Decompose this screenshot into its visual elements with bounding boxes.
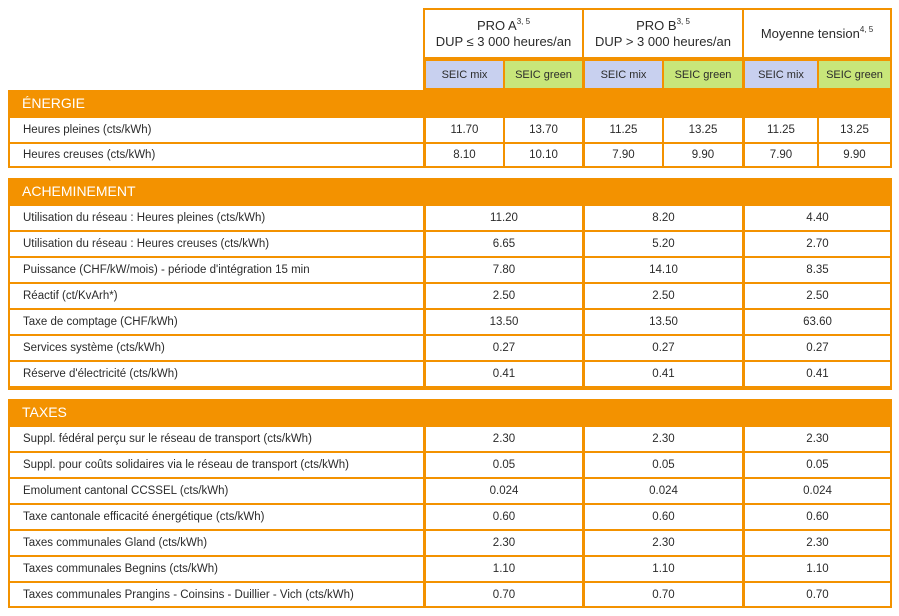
- mt-title: Moyenne tension: [760, 25, 860, 41]
- row-label-heures-creuses: Heures creuses (cts/kWh): [10, 144, 423, 166]
- value-cell: 11.25: [745, 118, 817, 142]
- value-cell: 13.70: [505, 118, 582, 142]
- row-label: Suppl. pour coûts solidaires via le rése…: [10, 453, 423, 477]
- row-label: Services système (cts/kWh): [10, 336, 423, 360]
- mt-footnote: 4, 5: [859, 24, 874, 34]
- row-label: Puissance (CHF/kW/mois) - période d'inté…: [10, 258, 423, 282]
- row-label: Utilisation du réseau : Heures creuses (…: [10, 232, 423, 256]
- value-cell: 0.024: [745, 479, 890, 503]
- value-cell: 9.90: [664, 144, 742, 166]
- row-label: Utilisation du réseau : Heures pleines (…: [10, 206, 423, 230]
- value-cell: 11.20: [426, 206, 582, 230]
- column-header-moyenne-tension: Moyenne tension4, 5: [742, 8, 892, 59]
- column-header-pro-b: PRO B3, 5 DUP > 3 000 heures/an: [582, 8, 744, 59]
- row-label: Taxe cantonale efficacité énergétique (c…: [10, 505, 423, 529]
- value-cell: 11.70: [426, 118, 503, 142]
- section-title-acheminement: ACHEMINEMENT: [22, 183, 136, 199]
- row-label-heures-pleines: Heures pleines (cts/kWh): [10, 118, 423, 142]
- row-label: Emolument cantonal CCSSEL (cts/kWh): [10, 479, 423, 503]
- value-cell: 0.41: [426, 362, 582, 386]
- value-cell: 0.05: [426, 453, 582, 477]
- subheader-mt-green: SEIC green: [819, 61, 890, 88]
- value-cell: 0.41: [585, 362, 742, 386]
- value-cell: 0.27: [426, 336, 582, 360]
- section-title-energie: ÉNERGIE: [22, 95, 86, 111]
- value-cell: 13.50: [585, 310, 742, 334]
- value-cell: 1.10: [745, 557, 890, 581]
- row-label: Réactif (ct/KvArh*): [10, 284, 423, 308]
- value-cell: 0.70: [426, 583, 582, 606]
- pro-a-subtitle: DUP ≤ 3 000 heures/an: [435, 33, 572, 49]
- value-cell: 6.65: [426, 232, 582, 256]
- value-cell: 7.80: [426, 258, 582, 282]
- value-cell: 2.50: [585, 284, 742, 308]
- value-cell: 0.70: [585, 583, 742, 606]
- value-cell: 5.20: [585, 232, 742, 256]
- value-cell: 11.25: [585, 118, 662, 142]
- subheader-pro-b-green: SEIC green: [664, 61, 742, 88]
- value-cell: 1.10: [585, 557, 742, 581]
- value-cell: 0.27: [745, 336, 890, 360]
- value-cell: 7.90: [745, 144, 817, 166]
- value-cell: 2.50: [745, 284, 890, 308]
- value-cell: 2.30: [585, 531, 742, 555]
- value-cell: 0.024: [585, 479, 742, 503]
- value-cell: 4.40: [745, 206, 890, 230]
- pro-b-subtitle: DUP > 3 000 heures/an: [595, 33, 731, 49]
- value-cell: 0.60: [426, 505, 582, 529]
- value-cell: 0.70: [745, 583, 890, 606]
- value-cell: 10.10: [505, 144, 582, 166]
- subheader-pro-a-green: SEIC green: [505, 61, 582, 88]
- value-cell: 9.90: [819, 144, 890, 166]
- value-cell: 2.70: [745, 232, 890, 256]
- subheader-mt-mix: SEIC mix: [745, 61, 817, 88]
- section-title-taxes: TAXES: [22, 404, 67, 420]
- row-label: Taxes communales Prangins - Coinsins - D…: [10, 583, 423, 606]
- pro-a-title: PRO A: [476, 17, 517, 33]
- value-cell: 2.30: [426, 531, 582, 555]
- value-cell: 2.30: [585, 427, 742, 451]
- value-cell: 13.25: [819, 118, 890, 142]
- value-cell: 0.60: [585, 505, 742, 529]
- value-cell: 2.50: [426, 284, 582, 308]
- value-cell: 2.30: [745, 427, 890, 451]
- row-label: Suppl. fédéral perçu sur le réseau de tr…: [10, 427, 423, 451]
- value-cell: 1.10: [426, 557, 582, 581]
- value-cell: 2.30: [426, 427, 582, 451]
- value-cell: 0.41: [745, 362, 890, 386]
- column-header-pro-a: PRO A3, 5 DUP ≤ 3 000 heures/an: [423, 8, 584, 59]
- value-cell: 0.05: [745, 453, 890, 477]
- value-cell: 8.35: [745, 258, 890, 282]
- pro-b-footnote: 3, 5: [676, 16, 690, 26]
- value-cell: 63.60: [745, 310, 890, 334]
- value-cell: 8.20: [585, 206, 742, 230]
- subheader-pro-b-mix: SEIC mix: [585, 61, 662, 88]
- pro-a-footnote: 3, 5: [516, 16, 531, 26]
- pro-b-title: PRO B: [636, 17, 677, 33]
- value-cell: 13.50: [426, 310, 582, 334]
- row-label: Taxes communales Begnins (cts/kWh): [10, 557, 423, 581]
- value-cell: 2.30: [745, 531, 890, 555]
- value-cell: 0.27: [585, 336, 742, 360]
- value-cell: 0.60: [745, 505, 890, 529]
- row-label: Taxe de comptage (CHF/kWh): [10, 310, 423, 334]
- value-cell: 0.024: [426, 479, 582, 503]
- row-label: Réserve d'électricité (cts/kWh): [10, 362, 423, 386]
- value-cell: 0.05: [585, 453, 742, 477]
- value-cell: 7.90: [585, 144, 662, 166]
- subheader-pro-a-mix: SEIC mix: [426, 61, 503, 88]
- value-cell: 13.25: [664, 118, 742, 142]
- value-cell: 8.10: [426, 144, 503, 166]
- row-label: Taxes communales Gland (cts/kWh): [10, 531, 423, 555]
- value-cell: 14.10: [585, 258, 742, 282]
